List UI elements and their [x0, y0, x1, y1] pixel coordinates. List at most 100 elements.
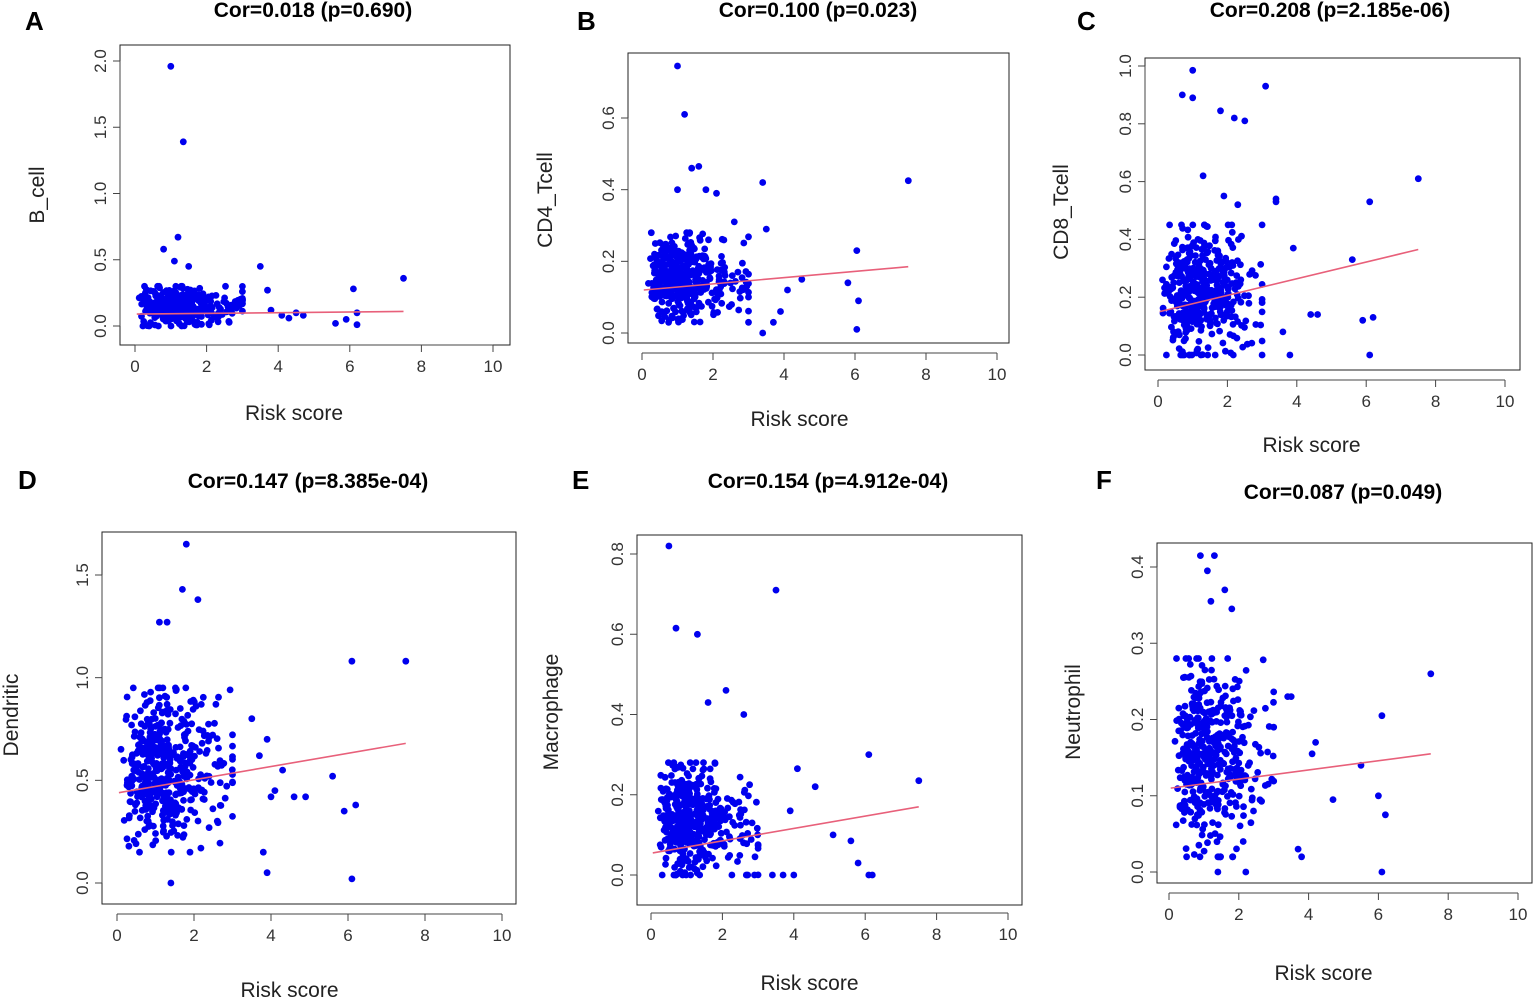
data-point [1181, 673, 1189, 681]
data-point [722, 687, 730, 694]
data-point [151, 779, 159, 786]
data-point [1229, 758, 1236, 766]
data-point [152, 301, 160, 308]
data-point [152, 830, 159, 837]
data-point [772, 586, 780, 594]
data-point [144, 322, 151, 330]
data-point [1231, 313, 1239, 321]
data-point [160, 245, 168, 253]
data-point [1169, 334, 1177, 341]
data-point [278, 312, 286, 319]
data-point [1195, 812, 1202, 819]
data-point [1201, 281, 1209, 288]
data-point [229, 742, 236, 750]
data-point [149, 841, 157, 849]
data-point [645, 280, 652, 287]
data-point [1254, 769, 1262, 776]
data-point [256, 752, 263, 760]
data-point [212, 700, 220, 708]
x-tick-label: 6 [1361, 392, 1370, 411]
panel-d: D Cor=0.147 (p=8.385e-04) 0 2 4 6 8 10 0.0 0.5 1.… [0, 465, 517, 1002]
data-point [1199, 172, 1207, 180]
data-point [1195, 841, 1203, 849]
data-point [721, 814, 729, 821]
data-point [678, 776, 686, 784]
data-point [692, 854, 700, 861]
data-point [1369, 314, 1377, 321]
data-point [205, 321, 213, 329]
data-point [152, 800, 160, 808]
x-tick-label: 2 [1223, 392, 1232, 411]
regression-line [652, 805, 919, 854]
data-point [158, 719, 166, 727]
data-point [1307, 311, 1315, 318]
data-point [229, 753, 236, 761]
regression-line [1159, 248, 1419, 313]
data-point [745, 270, 752, 278]
data-point [140, 771, 147, 778]
data-point [734, 858, 741, 865]
data-point [915, 777, 923, 785]
data-point [1207, 698, 1215, 706]
data-point [1223, 312, 1231, 320]
data-point [1203, 684, 1211, 692]
y-tick-label: 0.6 [608, 622, 627, 646]
data-point [854, 859, 862, 867]
data-point [1187, 808, 1195, 816]
data-point [159, 789, 167, 797]
data-point [652, 276, 660, 284]
data-point [679, 316, 686, 323]
data-point [1206, 242, 1213, 250]
data-point [1427, 670, 1435, 678]
data-point [1201, 709, 1208, 717]
data-point [182, 730, 189, 738]
x-tick-label: 0 [646, 925, 655, 944]
data-point [1195, 655, 1202, 662]
data-point [186, 311, 194, 319]
data-point [1197, 552, 1204, 559]
data-point [163, 700, 171, 708]
y-tick-label: 0.2 [1116, 285, 1135, 309]
y-axis-label: CD4_Tcell [534, 152, 557, 248]
data-point [672, 263, 680, 271]
data-point [1170, 279, 1178, 287]
data-point [1213, 838, 1221, 846]
data-point [151, 321, 159, 329]
data-point [718, 299, 726, 307]
data-point [672, 232, 680, 240]
data-point [191, 790, 199, 798]
chart-title: Cor=0.147 (p=8.385e-04) [188, 470, 428, 493]
plot-frame [101, 531, 517, 905]
data-point [126, 779, 134, 787]
data-point [157, 740, 165, 747]
x-axis-label: Risk score [1262, 434, 1360, 457]
data-point [146, 748, 154, 756]
regression-line [643, 265, 909, 291]
data-point [172, 684, 179, 692]
data-point [1272, 195, 1280, 203]
data-point [745, 288, 752, 296]
data-point [1279, 328, 1287, 336]
data-point [141, 282, 148, 290]
data-point [166, 764, 173, 772]
data-point [707, 830, 714, 838]
data-point [171, 257, 178, 265]
data-point [675, 248, 683, 256]
data-point [172, 811, 179, 819]
data-point [736, 773, 744, 781]
data-point [684, 241, 692, 248]
data-point [740, 711, 748, 718]
data-point [209, 805, 217, 813]
chart-title: Cor=0.087 (p=0.049) [1244, 481, 1442, 504]
data-point [697, 820, 704, 828]
data-point [154, 282, 162, 290]
data-point [700, 255, 707, 263]
chart-title: Cor=0.018 (p=0.690) [214, 0, 412, 22]
data-point [1211, 552, 1218, 559]
data-point [1186, 713, 1194, 721]
data-point [159, 708, 167, 716]
data-point [1348, 256, 1356, 263]
data-point [1223, 718, 1231, 726]
data-point [144, 738, 151, 746]
